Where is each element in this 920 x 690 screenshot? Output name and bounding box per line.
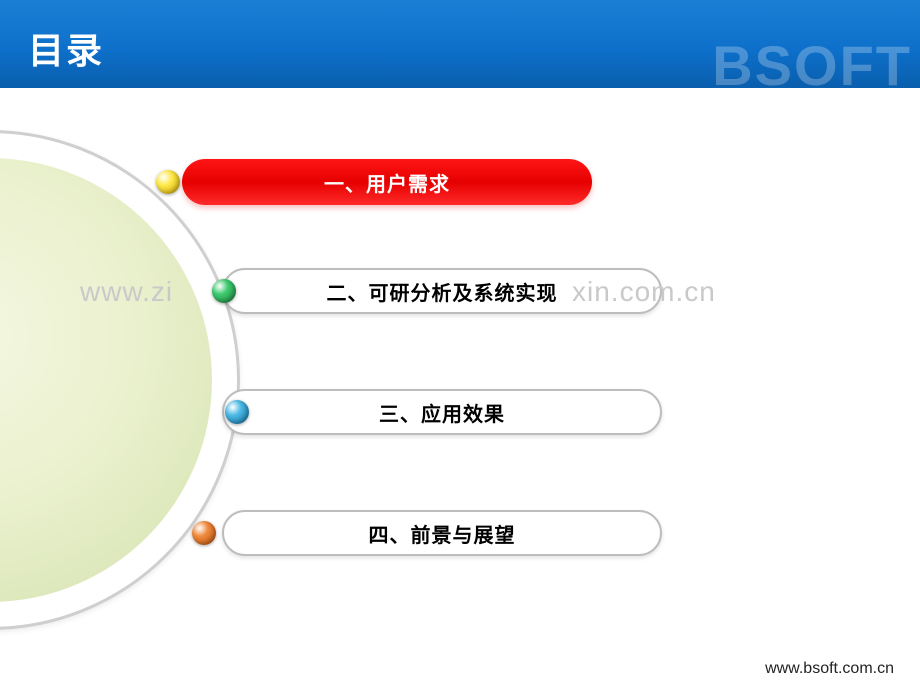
toc-bullet-1	[156, 170, 180, 194]
toc-item-label: 一、用户需求	[324, 168, 450, 197]
toc-item-4[interactable]: 四、前景与展望	[222, 510, 662, 556]
toc-bullet-3	[225, 400, 249, 424]
page-title: 目录	[28, 22, 104, 74]
toc-item-label: 二、可研分析及系统实现	[327, 277, 558, 306]
toc-bullet-4	[192, 521, 216, 545]
footer-url: www.bsoft.com.cn	[765, 660, 894, 678]
watermark-right: xin.com.cn	[572, 276, 716, 308]
semi-disc	[0, 130, 240, 630]
toc-item-3[interactable]: 三、应用效果	[222, 389, 662, 435]
toc-item-label: 四、前景与展望	[369, 519, 516, 548]
watermark-left: www.zi	[80, 276, 173, 308]
toc-item-1[interactable]: 一、用户需求	[182, 159, 592, 205]
toc-bullet-2	[212, 279, 236, 303]
brand-watermark: BSOFT	[712, 38, 912, 94]
header: 目录 BSOFT	[0, 0, 920, 88]
toc-item-label: 三、应用效果	[379, 398, 505, 427]
